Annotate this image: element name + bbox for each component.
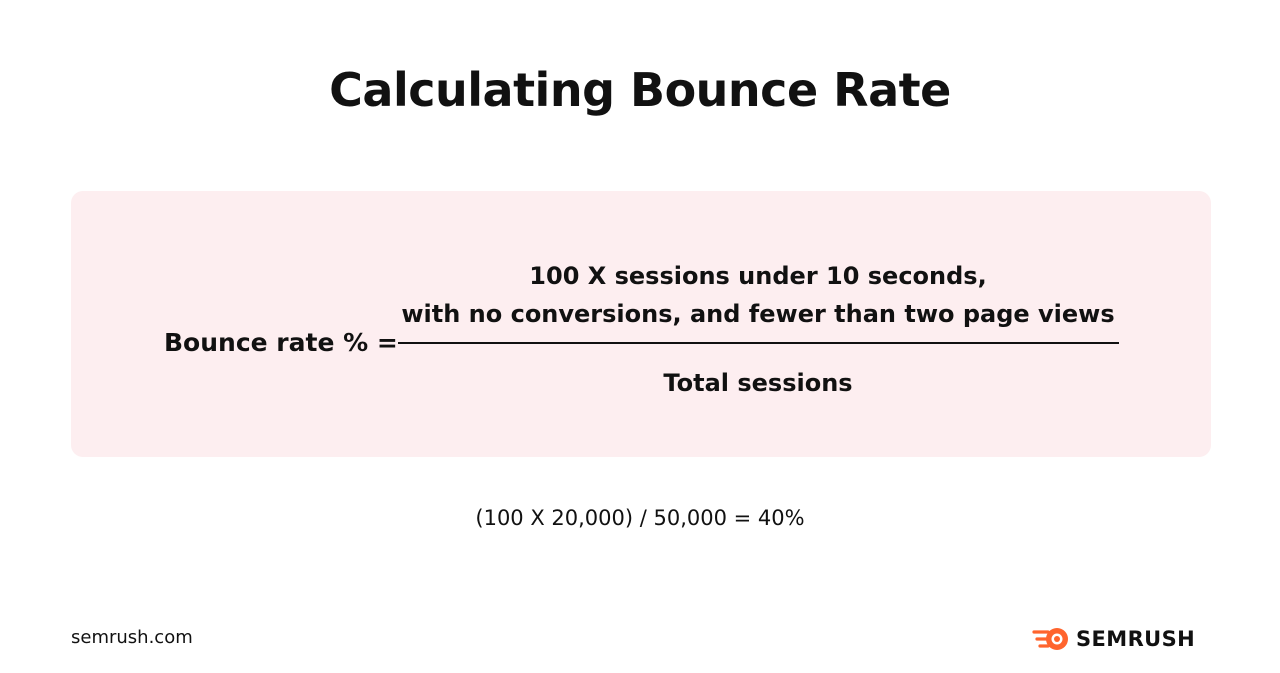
brand-wordmark: SEMRUSH bbox=[1076, 627, 1196, 651]
page-title: Calculating Bounce Rate bbox=[329, 63, 951, 117]
semrush-fireball-icon bbox=[1032, 628, 1068, 650]
formula-denominator: Total sessions bbox=[663, 369, 853, 397]
semrush-logo: SEMRUSH bbox=[1032, 624, 1195, 654]
formula-numerator: 100 X sessions under 10 seconds, with no… bbox=[398, 257, 1118, 333]
numerator-line-1: 100 X sessions under 10 seconds, bbox=[529, 262, 987, 290]
example-calculation: (100 X 20,000) / 50,000 = 40% bbox=[475, 506, 805, 530]
fraction-bar bbox=[398, 342, 1119, 344]
numerator-line-2: with no conversions, and fewer than two … bbox=[401, 300, 1115, 328]
footer-site-url: semrush.com bbox=[71, 627, 193, 648]
formula-card: Bounce rate % = 100 X sessions under 10 … bbox=[71, 191, 1211, 457]
formula-lhs: Bounce rate % = bbox=[164, 328, 398, 357]
